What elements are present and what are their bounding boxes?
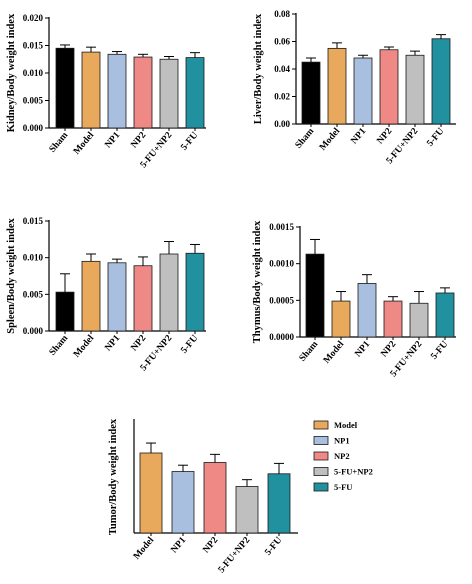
tumor-category-label-np2: NP2 [201,535,220,555]
legend-label-5-fu: 5-FU [334,482,352,492]
thymus-category-label-5-fu: 5-FU [429,339,450,361]
tumor-bar-np1 [171,471,195,534]
tumor-category-label-5-fu: 5-FU [263,535,284,557]
thymus-bar-np1 [357,283,377,338]
legend-swatch-model [313,420,329,430]
kidney-category-label-np2: NP2 [129,130,148,150]
kidney-y-axis-title: Kidney/Body weight index [6,13,17,132]
liver-bar-model [327,47,347,125]
thymus-category-label-np2: NP2 [379,339,398,359]
tumor-bar-5-fu-plus-np2 [235,486,259,534]
tumor-bar-np2 [203,462,227,534]
liver-bar-5-fu-plus-np2 [405,54,425,125]
thymus-y-tick-label: 0.0010 [269,259,294,269]
liver-y-tick-label: 0.00 [274,119,290,129]
spleen-y-tick-label: 0.005 [23,289,44,299]
legend-swatch-5-fu [313,482,329,492]
legend-swatch-np1 [313,436,329,445]
thymus-category-label-sham: Sham [298,339,321,363]
tumor-category-label-5-fu-plus-np2: 5-FU+NP2 [217,535,253,575]
tumor-category-label-np1: NP1 [169,535,188,555]
liver-category-label-np2: NP2 [375,126,394,146]
spleen-y-tick-label: 0.000 [23,326,44,336]
liver-bar-np1 [353,57,373,125]
spleen-category-label-np1: NP1 [103,333,122,353]
spleen-category-label-np2: NP2 [129,333,148,353]
liver-category-label-5-fu: 5-FU [425,126,446,148]
thymus-category-label-model: Model [322,339,347,366]
legend-label-np2: NP2 [334,451,350,461]
kidney-category-label-5-fu: 5-FU [179,130,200,152]
kidney-category-label-np1: NP1 [103,130,122,150]
liver-chart-panel: Liver/Body weight index 0.00 0.02 0.04 0.06 0… [253,9,456,166]
legend-swatch-5-fu-plus-np2 [313,467,329,476]
chart-legend: Model NP1 NP2 5-FU+NP2 5-FU [313,420,373,492]
kidney-category-label-sham: Sham [48,130,71,154]
spleen-y-tick-label: 0.015 [23,216,44,226]
kidney-y-tick-label: 0.020 [23,13,44,23]
spleen-category-label-5-fu: 5-FU [179,333,200,355]
liver-y-tick-label: 0.02 [274,92,290,102]
kidney-bar-np1 [107,53,127,129]
kidney-y-tick-label: 0.010 [23,68,44,78]
liver-bar-np2 [379,49,399,125]
kidney-chart-panel: Kidney/Body weight index 0.000 0.005 0.010 0… [6,13,206,170]
thymus-category-label-np1: NP1 [353,339,372,359]
liver-category-label-sham: Sham [294,126,317,150]
thymus-y-tick-label: 0.0005 [269,295,294,305]
spleen-bar-np1 [107,262,127,332]
thymus-y-axis-title: Thymus/Body weight index [252,220,263,343]
thymus-chart-panel: Thymus/Body weight index 0.0000 0.0005 0.00… [252,220,456,379]
spleen-bar-5-fu [185,252,205,332]
kidney-bar-5-fu-plus-np2 [159,58,179,129]
kidney-bar-np2 [133,56,153,129]
liver-category-label-model: Model [318,126,343,153]
thymus-bar-np2 [383,300,403,338]
thymus-bar-5-fu-plus-np2 [409,302,429,338]
spleen-category-label-model: Model [72,333,97,360]
tumor-y-axis-title: Tumor/Body weight index [108,418,119,535]
liver-category-label-np1: NP1 [349,126,368,146]
kidney-category-label-model: Model [72,130,97,157]
tumor-category-label-model: Model [132,535,157,562]
thymus-bar-model [331,300,351,338]
kidney-y-tick-label: 0.015 [23,41,44,51]
tumor-bar-model [139,452,163,534]
legend-label-5-fu-plus-np2: 5-FU+NP2 [334,467,373,477]
liver-bar-sham [301,61,321,125]
legend-label-np1: NP1 [334,436,350,446]
thymus-bar-5-fu [435,292,455,338]
spleen-chart-panel: Spleen/Body weight index 0.000 0.005 0.010 0… [6,216,206,373]
liver-y-tick-label: 0.08 [274,9,290,19]
liver-bar-5-fu [431,38,451,125]
kidney-y-tick-label: 0.005 [23,96,44,106]
spleen-bar-sham [55,291,75,332]
kidney-bar-model [81,51,101,129]
liver-y-axis-title: Liver/Body weight index [253,13,264,124]
tumor-bar-5-fu [267,473,291,534]
spleen-y-axis-title: Spleen/Body weight index [6,217,17,333]
liver-y-tick-label: 0.04 [274,64,290,74]
spleen-bar-5-fu-plus-np2 [159,253,179,332]
thymus-bar-sham [305,253,325,338]
thymus-y-tick-label: 0.0000 [269,332,294,342]
kidney-bar-sham [55,47,75,129]
spleen-category-label-sham: Sham [48,333,71,357]
kidney-y-tick-label: 0.000 [23,123,44,133]
tumor-chart-panel: Tumor/Body weight index Model NP1 NP25-FU+N… [108,418,298,575]
spleen-bar-model [81,260,101,332]
legend-swatch-np2 [313,451,329,461]
spleen-bar-np2 [133,265,153,332]
kidney-bar-5-fu [185,57,205,129]
liver-y-tick-label: 0.06 [274,37,290,47]
legend-label-model: Model [334,420,358,430]
spleen-y-tick-label: 0.010 [23,253,44,263]
thymus-y-tick-label: 0.0015 [269,222,294,232]
